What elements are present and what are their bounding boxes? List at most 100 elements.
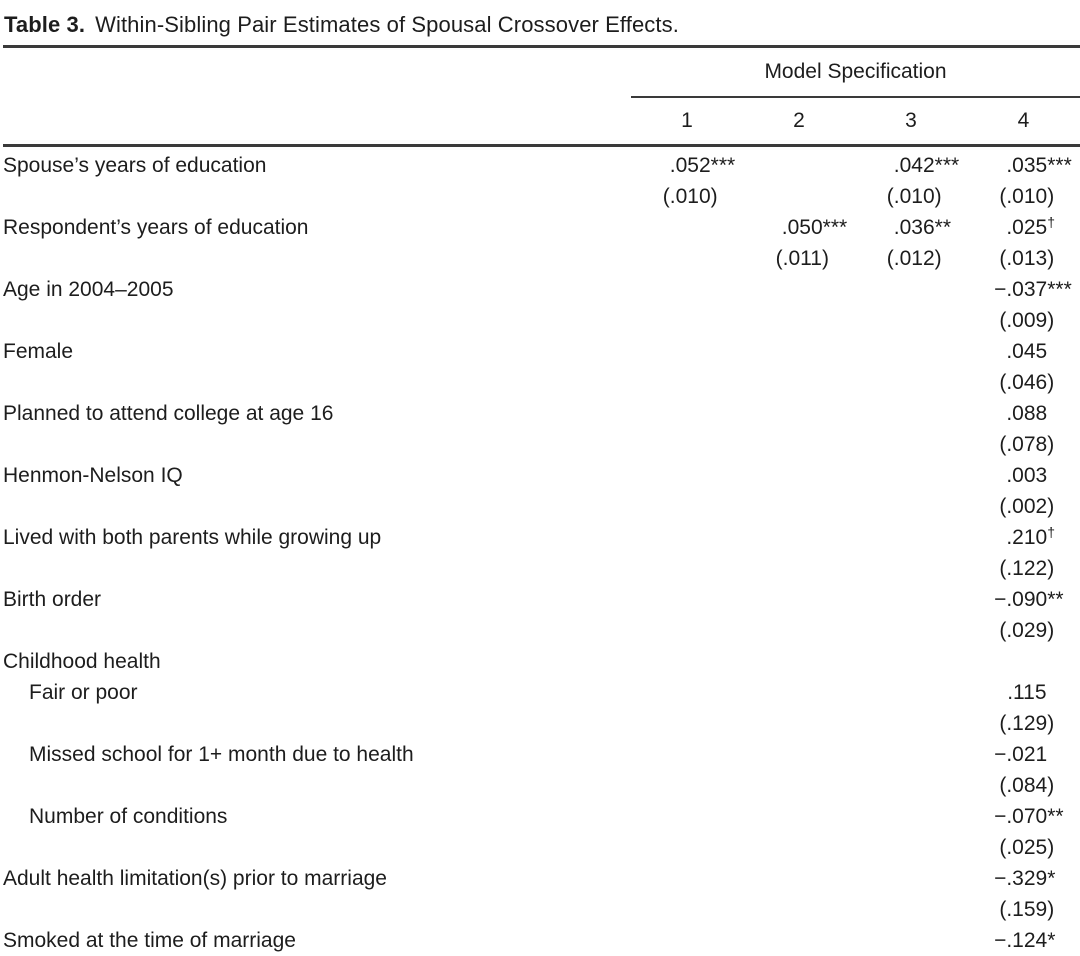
est-cell — [855, 522, 967, 555]
table-row-se-line: (.122) — [3, 553, 1080, 584]
se-cell — [631, 708, 743, 739]
se-cell — [743, 894, 855, 925]
est-cell — [855, 863, 967, 894]
se-cell — [855, 770, 967, 801]
row-label — [3, 553, 631, 584]
row-label: Lived with both parents while growing up — [3, 526, 382, 549]
est-cell — [631, 739, 743, 770]
table-row-se-line: (.011) (.012) (.013) — [3, 243, 1080, 274]
se-cell: (.159) — [999, 898, 1055, 921]
se-cell — [855, 615, 967, 646]
se-cell — [855, 832, 967, 863]
table-row-se-line: (.078) — [3, 429, 1080, 460]
est-cell — [855, 801, 967, 832]
table-body: Spouse’s years of education .052 *** .042 **… — [3, 147, 1080, 956]
table-row-estimate-line: Spouse’s years of education .052 *** .042 **… — [3, 150, 1080, 181]
est-cell: − .124 * — [994, 929, 1056, 952]
est-cell: .210 † — [1006, 524, 1056, 549]
est-cell — [743, 398, 855, 429]
row-label — [3, 832, 631, 863]
est-cell — [855, 646, 967, 677]
table-caption: Within-Sibling Pair Estimates of Spousal… — [95, 12, 679, 37]
se-cell — [743, 429, 855, 460]
table-row-estimate-line: Number of conditions − .070 ** — [3, 801, 1080, 832]
est-cell — [743, 739, 855, 770]
table-row-estimate-line: Age in 2004–2005 − .037 *** — [3, 274, 1080, 305]
est-cell: .045 — [1006, 340, 1048, 363]
column-header-4: 4 — [1017, 109, 1030, 132]
row-label: Planned to attend college at age 16 — [3, 402, 334, 425]
se-cell: (.084) — [999, 774, 1055, 797]
table-title: Table 3. Within-Sibling Pair Estimates of… — [4, 12, 1080, 38]
row-label: Fair or poor — [29, 681, 138, 704]
se-cell — [743, 181, 855, 212]
se-cell — [743, 770, 855, 801]
table-row-estimate-line: Fair or poor .115 — [3, 677, 1080, 708]
est-cell: − .070 ** — [994, 805, 1064, 828]
se-cell: (.122) — [999, 557, 1055, 580]
row-label: Henmon-Nelson IQ — [3, 464, 183, 487]
table-header: Model Specification 1 2 3 4 — [3, 48, 1080, 147]
se-cell — [743, 708, 855, 739]
se-cell: (.013) — [999, 247, 1055, 270]
regression-table: Model Specification 1 2 3 4 Spouse’s yea… — [3, 45, 1080, 956]
se-cell — [855, 367, 967, 398]
table-row-estimate-line: Missed school for 1+ month due to health… — [3, 739, 1080, 770]
se-cell — [631, 367, 743, 398]
est-cell — [743, 801, 855, 832]
est-cell — [855, 677, 967, 708]
table-row-se-line: (.129) — [3, 708, 1080, 739]
dagger-marker: † — [1047, 214, 1056, 230]
row-label: Number of conditions — [29, 805, 228, 828]
est-cell — [631, 584, 743, 615]
est-cell: .115 — [1007, 681, 1047, 704]
row-label — [3, 367, 631, 398]
top-rule — [3, 45, 1080, 48]
row-label: Age in 2004–2005 — [3, 278, 174, 301]
se-cell — [743, 615, 855, 646]
est-cell — [855, 460, 967, 491]
est-cell — [631, 460, 743, 491]
se-cell: (.010) — [886, 185, 942, 208]
est-cell: .025 † — [1006, 214, 1056, 239]
row-label — [3, 305, 631, 336]
est-cell — [743, 274, 855, 305]
est-cell — [855, 739, 967, 770]
est-cell — [631, 646, 743, 677]
se-cell — [631, 491, 743, 522]
est-cell — [743, 863, 855, 894]
row-label — [3, 894, 631, 925]
row-label: Respondent’s years of education — [3, 216, 309, 239]
se-cell — [855, 553, 967, 584]
est-cell — [855, 336, 967, 367]
est-cell — [631, 398, 743, 429]
column-header-3: 3 — [905, 109, 917, 132]
est-cell: .050 *** — [781, 216, 848, 239]
table-row-group-line: Childhood health — [3, 646, 1080, 677]
table-row-estimate-line: Henmon-Nelson IQ .003 — [3, 460, 1080, 491]
row-label: Smoked at the time of marriage — [3, 929, 296, 952]
se-cell — [631, 770, 743, 801]
table-row-estimate-line: Female .045 — [3, 336, 1080, 367]
est-cell: − .021 — [994, 743, 1048, 766]
row-label: Spouse’s years of education — [3, 154, 267, 177]
table-number: Table 3. — [4, 12, 86, 37]
se-cell — [743, 305, 855, 336]
est-cell — [631, 677, 743, 708]
se-cell — [631, 894, 743, 925]
se-cell — [631, 243, 743, 274]
est-cell — [631, 336, 743, 367]
est-cell: − .037 *** — [994, 278, 1072, 301]
table-row-se-line: (.002) — [3, 491, 1080, 522]
est-cell — [743, 336, 855, 367]
header-rule — [3, 144, 1080, 147]
se-cell — [631, 305, 743, 336]
table-row-se-line: (.029) — [3, 615, 1080, 646]
row-label — [3, 770, 631, 801]
table-row-se-line: (.009) — [3, 305, 1080, 336]
se-cell: (.025) — [999, 836, 1055, 859]
row-label: Missed school for 1+ month due to health — [29, 743, 414, 766]
est-cell — [631, 863, 743, 894]
est-cell — [631, 274, 743, 305]
